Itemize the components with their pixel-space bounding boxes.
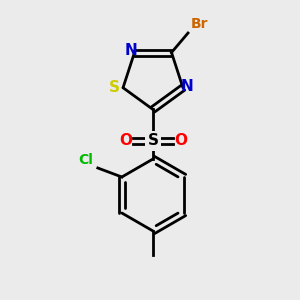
Text: O: O xyxy=(174,134,187,148)
Text: S: S xyxy=(148,134,158,148)
Text: Br: Br xyxy=(190,16,208,31)
Text: S: S xyxy=(109,80,120,95)
Text: N: N xyxy=(125,43,138,58)
Text: Cl: Cl xyxy=(78,152,93,167)
Text: O: O xyxy=(119,134,132,148)
Text: N: N xyxy=(180,79,193,94)
